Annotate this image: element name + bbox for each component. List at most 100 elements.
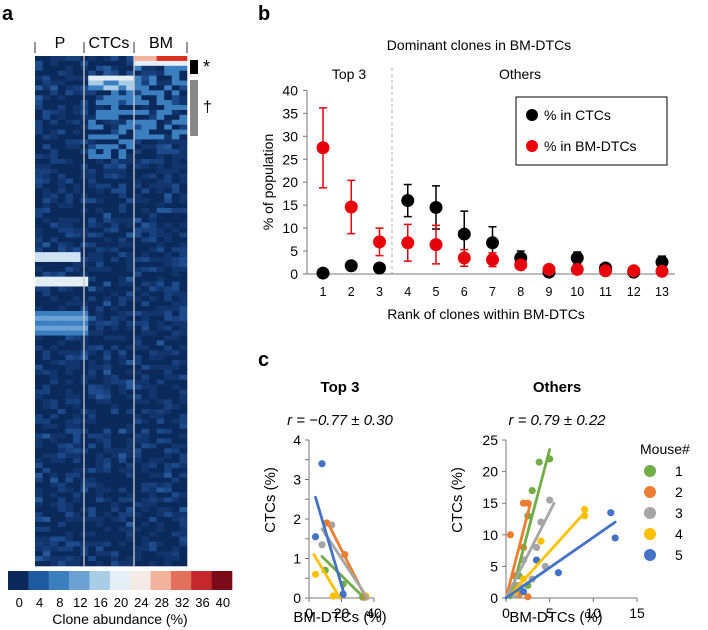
heatmap-cell — [111, 306, 119, 312]
heatmap-cell — [95, 70, 104, 76]
heatmap-cell — [179, 60, 188, 67]
heatmap-cell — [141, 536, 150, 542]
heatmap-cell — [42, 217, 51, 224]
heatmap-cell — [103, 90, 112, 96]
heatmap-cell — [103, 227, 112, 233]
others-ytick-label: 25 — [482, 432, 498, 448]
heatmap-cell — [164, 551, 173, 557]
heatmap-cell — [164, 183, 173, 189]
heatmap-cell — [141, 526, 150, 532]
heatmap-cell — [141, 472, 150, 479]
heatmap-cell — [42, 512, 51, 518]
heatmap-cell — [111, 325, 119, 331]
heatmap-cell — [35, 413, 43, 420]
heatmap-cell — [50, 531, 59, 537]
heatmap-cell — [111, 399, 119, 405]
heatmap-cell — [73, 70, 81, 76]
heatmap-cell — [156, 257, 165, 263]
heatmap-cell — [156, 389, 165, 395]
heatmap-cell — [88, 561, 97, 567]
others-point-mouse-2 — [506, 531, 514, 539]
heatmap-cell — [103, 448, 112, 454]
heatmap-cell — [133, 296, 142, 302]
heatmap-cell — [118, 286, 127, 292]
heatmap-cell — [149, 119, 157, 125]
colorbar-tick-label: 8 — [56, 595, 63, 610]
heatmap-cell — [118, 487, 127, 493]
heatmap-cell — [133, 521, 142, 528]
heatmap-cell — [164, 472, 173, 479]
heatmap-cell — [126, 453, 135, 459]
heatmap-cell — [95, 222, 104, 228]
heatmap-cell — [95, 168, 104, 174]
heatmap-cell — [65, 281, 74, 287]
heatmap-cell — [179, 477, 188, 483]
heatmap-cell — [42, 369, 51, 376]
heatmap-cell — [88, 158, 97, 165]
heatmap-cell — [88, 467, 97, 474]
heatmap-cell — [103, 551, 112, 557]
heatmap-cell — [133, 315, 142, 322]
heatmap-cell — [133, 60, 142, 67]
colorbar — [8, 571, 233, 590]
heatmap-cell — [57, 507, 66, 513]
heatmap-cell — [57, 193, 66, 199]
heatmap-cell — [171, 472, 180, 479]
heatmap-cell — [42, 360, 51, 366]
heatmap-cell — [73, 443, 81, 449]
heatmap-cell — [164, 364, 173, 371]
heatmap-cell — [35, 266, 43, 273]
heatmap-cell — [126, 208, 135, 214]
heatmap-cell — [179, 438, 188, 444]
heatmap-cell — [149, 379, 157, 385]
heatmap-cell — [35, 384, 43, 390]
heatmap-cell — [73, 448, 81, 454]
heatmap-cell — [156, 100, 165, 106]
heatmap-cell — [179, 232, 188, 238]
heatmap-cell — [149, 355, 157, 361]
heatmap-cell — [111, 379, 119, 385]
heatmap-cell — [149, 413, 157, 420]
heatmap-cell — [103, 477, 112, 483]
heatmap-cell — [50, 541, 59, 547]
heatmap-cell — [111, 237, 119, 243]
heatmap-cell — [35, 85, 43, 91]
heatmap-cell — [179, 315, 188, 322]
heatmap-cell — [42, 531, 51, 537]
heatmap-cell — [65, 163, 74, 170]
heatmap-cell — [156, 281, 165, 287]
heatmap-cell — [73, 198, 81, 204]
heatmap-cell — [65, 516, 74, 523]
heatmap-cell — [88, 443, 97, 449]
heatmap-cell — [171, 526, 180, 532]
heatmap-cell — [171, 531, 180, 537]
heatmap-cell — [179, 247, 188, 253]
bmdtcs-point — [655, 264, 669, 278]
heatmap-cell — [126, 227, 135, 233]
colorbar-tick-label: 36 — [195, 595, 209, 610]
heatmap-cell — [149, 266, 157, 273]
heatmap-cell — [35, 423, 43, 429]
heatmap-cell — [35, 212, 43, 219]
heatmap-cell — [118, 242, 127, 248]
heatmap-cell — [118, 109, 127, 116]
heatmap-cell — [73, 492, 81, 498]
heatmap-cell — [103, 124, 112, 130]
ctcs-point — [457, 227, 471, 241]
heatmap-cell — [141, 56, 150, 62]
heatmap-cell — [35, 296, 43, 302]
heatmap-cell — [171, 56, 180, 62]
chart-b-xtick-label: 8 — [517, 285, 524, 299]
heatmap-cell — [103, 301, 112, 307]
heatmap-cell — [42, 546, 51, 552]
heatmap-cell — [88, 551, 97, 557]
heatmap-cell — [171, 311, 180, 317]
heatmap-cell — [42, 193, 51, 199]
heatmap-cell — [141, 320, 150, 327]
heatmap-cell — [149, 65, 157, 72]
heatmap-cell — [65, 418, 74, 425]
heatmap-cell — [156, 291, 165, 297]
heatmap-cell — [118, 492, 127, 498]
heatmap-cell — [103, 149, 112, 155]
heatmap-cell — [179, 227, 188, 233]
